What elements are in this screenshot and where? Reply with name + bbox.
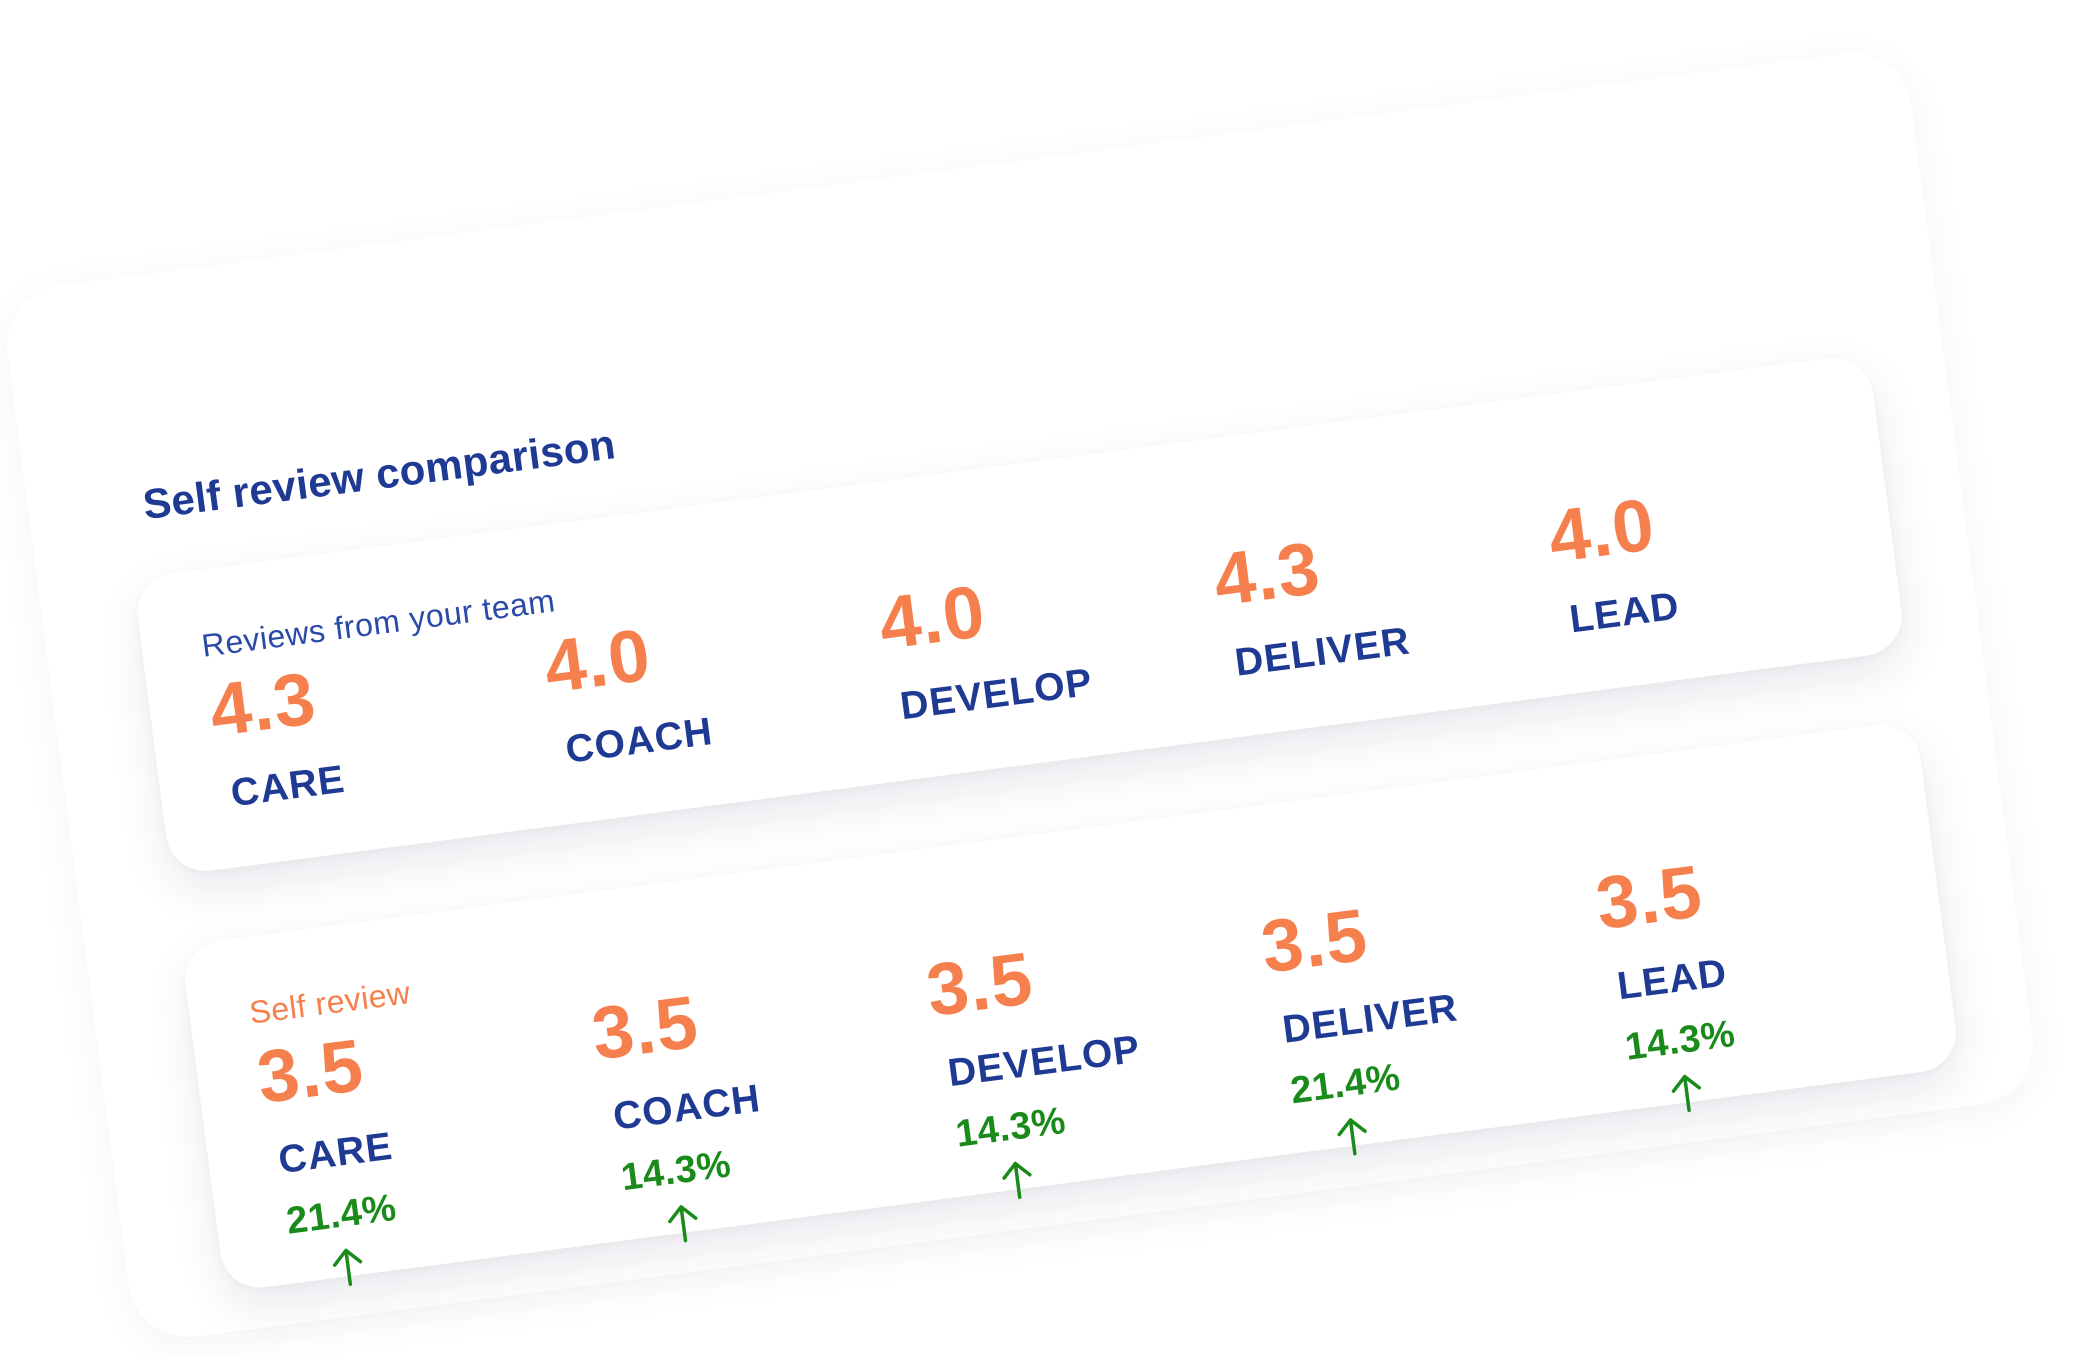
arrow-up-icon bbox=[333, 1248, 363, 1286]
self-metric-lead: 3.5 LEAD 14.3% bbox=[1591, 832, 1903, 1121]
metric-delta: 14.3% bbox=[619, 1143, 740, 1249]
metric-name: DELIVER bbox=[1232, 619, 1413, 685]
metric-score: 3.5 bbox=[587, 979, 703, 1076]
arrow-up-icon bbox=[1337, 1118, 1367, 1156]
metric-delta: 14.3% bbox=[953, 1100, 1074, 1206]
arrow-up-icon bbox=[1671, 1074, 1702, 1113]
metric-delta: 21.4% bbox=[284, 1187, 405, 1293]
metric-score: 4.0 bbox=[1543, 482, 1660, 579]
metric-score: 4.3 bbox=[1209, 525, 1325, 622]
metric-name: DEVELOP bbox=[897, 660, 1096, 729]
metric-change-percent: 21.4% bbox=[284, 1186, 399, 1243]
metric-name: CARE bbox=[276, 1124, 396, 1183]
metric-name: COACH bbox=[563, 710, 716, 772]
self-metric-care: 3.5 CARE 21.4% bbox=[253, 1006, 564, 1295]
team-metric-develop: 4.0 DEVELOP bbox=[874, 552, 1171, 731]
metric-score: 4.0 bbox=[539, 612, 656, 709]
metric-score: 3.5 bbox=[252, 1023, 369, 1119]
self-review-comparison-panel: Self review comparison Reviews from your… bbox=[0, 45, 2041, 1345]
metric-delta: 14.3% bbox=[1623, 1013, 1744, 1119]
arrow-up-icon bbox=[667, 1205, 698, 1243]
metric-name: CARE bbox=[228, 757, 348, 816]
self-metrics: 3.5 CARE 21.4% 3.5 COACH 14.3% bbox=[253, 832, 1902, 1295]
metric-name: LEAD bbox=[1614, 951, 1730, 1009]
metric-name: DELIVER bbox=[1280, 986, 1461, 1052]
metric-change-percent: 21.4% bbox=[1288, 1056, 1403, 1113]
metric-delta: 21.4% bbox=[1288, 1056, 1409, 1162]
team-metric-coach: 4.0 COACH bbox=[540, 595, 836, 774]
team-metric-lead: 4.0 LEAD bbox=[1544, 465, 1840, 644]
metric-change-percent: 14.3% bbox=[953, 1099, 1069, 1156]
metric-score: 4.3 bbox=[204, 656, 321, 753]
self-metric-develop: 3.5 DEVELOP 14.3% bbox=[921, 919, 1234, 1208]
metric-change-percent: 14.3% bbox=[618, 1143, 734, 1200]
team-metric-care: 4.3 CARE bbox=[204, 639, 502, 818]
metric-score: 3.5 bbox=[1256, 892, 1373, 989]
metric-score: 4.0 bbox=[874, 569, 991, 666]
metric-name: COACH bbox=[610, 1076, 764, 1139]
metric-name: DEVELOP bbox=[945, 1027, 1143, 1096]
arrow-up-icon bbox=[1002, 1161, 1032, 1199]
metric-change-percent: 14.3% bbox=[1622, 1012, 1738, 1069]
self-metric-coach: 3.5 COACH 14.3% bbox=[587, 962, 899, 1251]
team-metric-deliver: 4.3 DELIVER bbox=[1209, 508, 1506, 687]
metric-score: 3.5 bbox=[1591, 849, 1708, 946]
panel-title: Self review comparison bbox=[140, 420, 619, 529]
metric-name: LEAD bbox=[1567, 584, 1682, 642]
metric-score: 3.5 bbox=[921, 936, 1038, 1033]
self-metric-deliver: 3.5 DELIVER 21.4% bbox=[1257, 875, 1568, 1164]
self-review-card: Self review 3.5 CARE 21.4% 3.5 COACH bbox=[180, 719, 1961, 1295]
